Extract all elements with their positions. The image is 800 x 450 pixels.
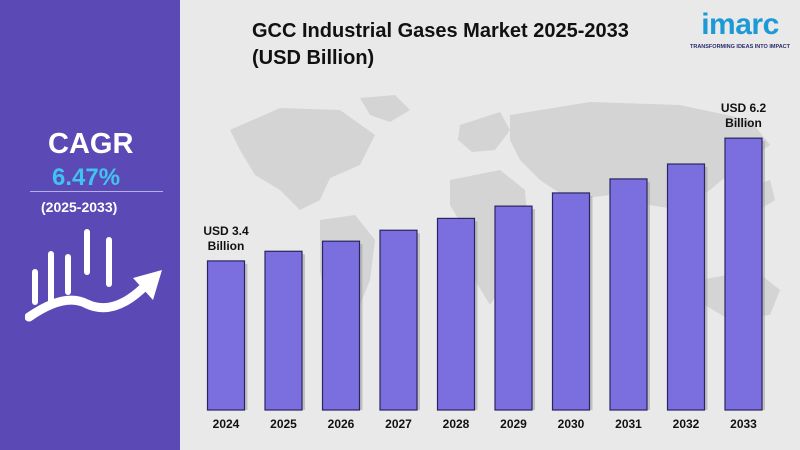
chart-title: GCC Industrial Gases Market 2025-2033 (U… xyxy=(252,20,629,69)
bar-2026 xyxy=(321,240,361,411)
x-tick-label-2030: 2030 xyxy=(558,417,585,431)
bar-2024 xyxy=(206,260,246,411)
data-label-2033-2: Billion xyxy=(725,116,762,130)
cagr-value: 6.47% xyxy=(52,164,121,191)
x-tick-label-2029: 2029 xyxy=(500,417,527,431)
x-tick-label-2033: 2033 xyxy=(730,417,757,431)
cagr-label: CAGR xyxy=(48,128,134,160)
x-tick-label-2024: 2024 xyxy=(213,417,240,431)
x-tick-label-2027: 2027 xyxy=(385,417,412,431)
bar-growth-arrow-icon xyxy=(25,229,162,322)
bar-2031 xyxy=(609,178,648,411)
bar-2028 xyxy=(436,217,476,411)
x-tick-label-2032: 2032 xyxy=(673,417,700,431)
x-tick-label-2025: 2025 xyxy=(270,417,297,431)
x-tick-label-2031: 2031 xyxy=(615,417,642,431)
data-label-2024-1: USD 3.4 xyxy=(203,224,249,238)
cagr-sidebar: CAGR 6.47% (2025-2033) xyxy=(0,0,180,450)
imarc-logo: imarc TRANSFORMING IDEAS INTO IMPACT xyxy=(685,8,795,58)
bar-2030 xyxy=(551,192,591,411)
bar-2027 xyxy=(379,229,418,411)
data-label-2033-1: USD 6.2 xyxy=(721,101,767,115)
bar-2033 xyxy=(724,137,763,411)
logo-wordmark: imarc xyxy=(701,8,779,41)
data-label-2024-2: Billion xyxy=(208,239,245,253)
x-tick-label-2028: 2028 xyxy=(443,417,470,431)
bar-2032 xyxy=(666,163,706,411)
logo-tagline: TRANSFORMING IDEAS INTO IMPACT xyxy=(689,44,791,50)
cagr-period: (2025-2033) xyxy=(41,199,118,215)
x-tick-label-2026: 2026 xyxy=(328,417,355,431)
bar-2029 xyxy=(494,205,533,411)
cagr-divider xyxy=(30,191,163,192)
bar-2025 xyxy=(264,250,303,411)
